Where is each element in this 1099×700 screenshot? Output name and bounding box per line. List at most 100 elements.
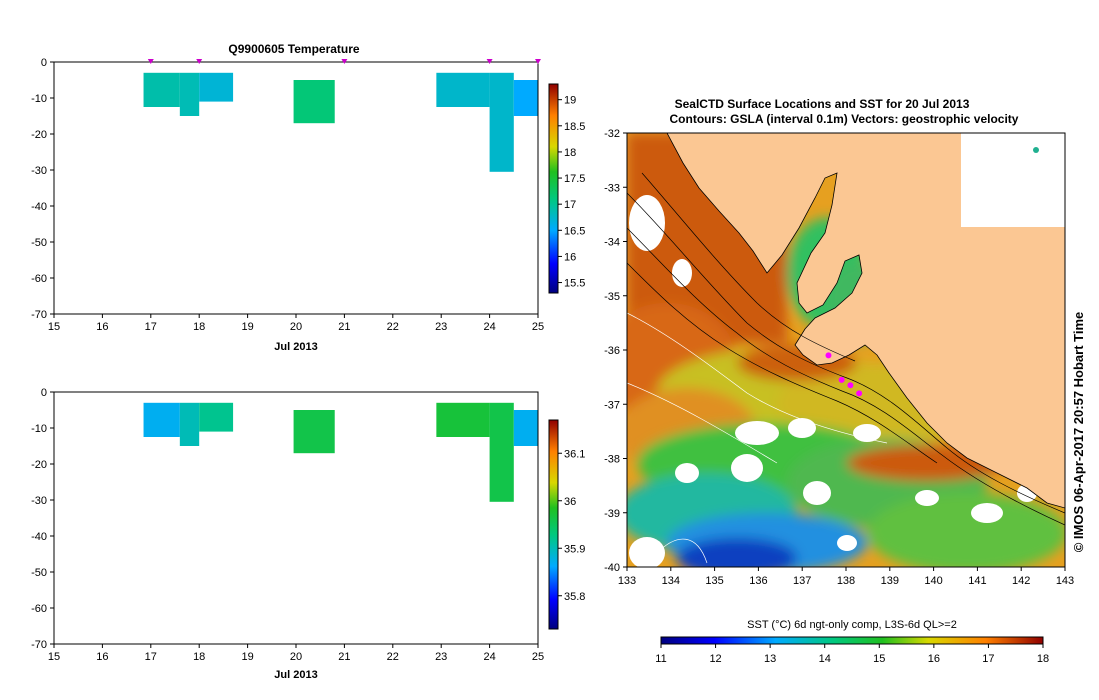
profile-cell: [179, 402, 200, 446]
profile-marker: [486, 59, 493, 64]
x-tick-label: 16: [96, 651, 108, 663]
profile-cell: [489, 72, 514, 172]
y-tick-label: -10: [31, 93, 47, 105]
x-tick-label: 20: [290, 651, 302, 663]
temperature-xlabel: Jul 2013: [274, 341, 317, 353]
x-tick-label: 17: [145, 651, 157, 663]
salinity-cells: [143, 402, 538, 502]
y-tick-label: -50: [31, 567, 47, 579]
seal-location-point: [847, 382, 854, 389]
colorbar-tick-label: 36: [564, 496, 576, 508]
map-y-tick-label: -34: [604, 237, 620, 249]
colorbar-tick-label: 17.5: [564, 173, 585, 185]
x-tick-label: 25: [532, 651, 544, 663]
y-tick-label: -40: [31, 531, 47, 543]
temperature-cells: [143, 72, 538, 172]
colorbar-tick-label: 36.1: [564, 448, 585, 460]
colorbar-tick-label: 15.5: [564, 278, 585, 290]
map-x-tick-label: 134: [662, 575, 680, 587]
x-tick-label: 15: [48, 321, 60, 333]
profile-cell: [143, 402, 180, 437]
map-x-tick-label: 142: [1012, 575, 1030, 587]
colorbar-tick-label: 19: [564, 95, 576, 107]
map-x-ticks: 133 134 135 136 137 138 139 140 141 142 143: [618, 567, 1074, 587]
x-tick-label: 15: [48, 651, 60, 663]
x-tick-label: 18: [193, 651, 205, 663]
sst-colorbar-tick-label: 13: [764, 653, 776, 665]
x-tick-label: 19: [241, 321, 253, 333]
x-tick-label: 23: [435, 321, 447, 333]
y-tick-label: 0: [41, 387, 47, 399]
y-tick-label: -50: [31, 237, 47, 249]
map-x-tick-label: 140: [924, 575, 942, 587]
map-y-ticks: -32 -33 -34 -35 -36 -37 -38 -39 -40: [604, 128, 627, 574]
x-tick-label: 20: [290, 321, 302, 333]
sst-colorbar-tick-label: 15: [873, 653, 885, 665]
map-y-tick-label: -40: [604, 562, 620, 574]
map-y-tick-label: -37: [604, 399, 620, 411]
x-tick-label: 19: [241, 651, 253, 663]
y-tick-label: -20: [31, 129, 47, 141]
profile-cell: [513, 80, 538, 116]
y-tick-label: -30: [31, 165, 47, 177]
sst-colorbar-ticks: 11 12 13 14 15 16 17 18: [655, 644, 1049, 665]
map-x-tick-label: 141: [968, 575, 986, 587]
map-x-tick-label: 135: [705, 575, 723, 587]
x-tick-label: 17: [145, 321, 157, 333]
profile-marker: [196, 59, 203, 64]
colorbar-tick-label: 17: [564, 199, 576, 211]
salinity-x-ticks: 15 16 17 18 19 20 21 22 23 24 25: [48, 644, 544, 663]
profile-cell: [199, 402, 234, 432]
profile-cell: [436, 402, 490, 437]
sst-map-field: [627, 133, 1065, 567]
temperature-colorbar-ticks: 19 18.5 18 17.5 17 16.5 16 15.5: [558, 95, 585, 290]
temperature-title: Q9900605 Temperature: [228, 42, 360, 56]
profile-cell: [489, 402, 514, 502]
x-tick-label: 22: [387, 321, 399, 333]
salinity-colorbar-ticks: 36.1 36 35.9 35.8: [558, 448, 585, 603]
sst-colorbar-tick-label: 14: [819, 653, 831, 665]
sst-colorbar: [660, 636, 1044, 645]
map-y-tick-label: -38: [604, 454, 620, 466]
sst-map-panel: SealCTD Surface Locations and SST for 20…: [604, 97, 1086, 665]
profile-marker: [147, 59, 154, 64]
profile-cell: [436, 72, 490, 107]
y-tick-label: -30: [31, 495, 47, 507]
colorbar-tick-label: 35.9: [564, 543, 585, 555]
x-tick-label: 22: [387, 651, 399, 663]
x-tick-label: 24: [483, 651, 495, 663]
x-tick-label: 21: [338, 321, 350, 333]
profile-cell: [199, 72, 234, 102]
profile-cell: [179, 72, 200, 116]
sst-colorbar-tick-label: 11: [655, 653, 666, 665]
map-x-tick-label: 137: [793, 575, 811, 587]
y-tick-label: -60: [31, 603, 47, 615]
map-y-tick-label: -32: [604, 128, 620, 140]
sst-colorbar-tick-label: 17: [982, 653, 994, 665]
seal-location-point: [838, 376, 845, 383]
y-tick-label: -20: [31, 459, 47, 471]
profile-cell: [513, 410, 538, 446]
profile-cell: [293, 410, 335, 454]
map-title: SealCTD Surface Locations and SST for 20…: [675, 97, 970, 111]
y-tick-label: 0: [41, 57, 47, 69]
map-x-tick-label: 136: [749, 575, 767, 587]
y-tick-label: -10: [31, 423, 47, 435]
x-tick-label: 23: [435, 651, 447, 663]
map-x-tick-label: 139: [881, 575, 899, 587]
colorbar-tick-label: 16.5: [564, 225, 585, 237]
profile-marker: [341, 59, 348, 64]
y-tick-label: -40: [31, 201, 47, 213]
y-tick-label: -70: [31, 639, 47, 651]
sst-colorbar-label: SST (°C) 6d ngt-only comp, L3S-6d QL>=2: [747, 619, 957, 631]
temperature-x-ticks: 15 16 17 18 19 20 21 22 23 24 25: [48, 314, 544, 333]
profile-cell: [293, 80, 335, 124]
colorbar-tick-label: 18.5: [564, 121, 585, 133]
salinity-panel: 15 16 17 18 19 20 21 22 23 24 25 0 -10 -20 -30 -40 -50 -…: [31, 387, 585, 681]
profile-cell: [143, 72, 180, 107]
colorbar-tick-label: 16: [564, 251, 576, 263]
x-tick-label: 21: [338, 651, 350, 663]
y-tick-label: -60: [31, 273, 47, 285]
map-y-tick-label: -39: [604, 508, 620, 520]
map-x-tick-label: 138: [837, 575, 855, 587]
